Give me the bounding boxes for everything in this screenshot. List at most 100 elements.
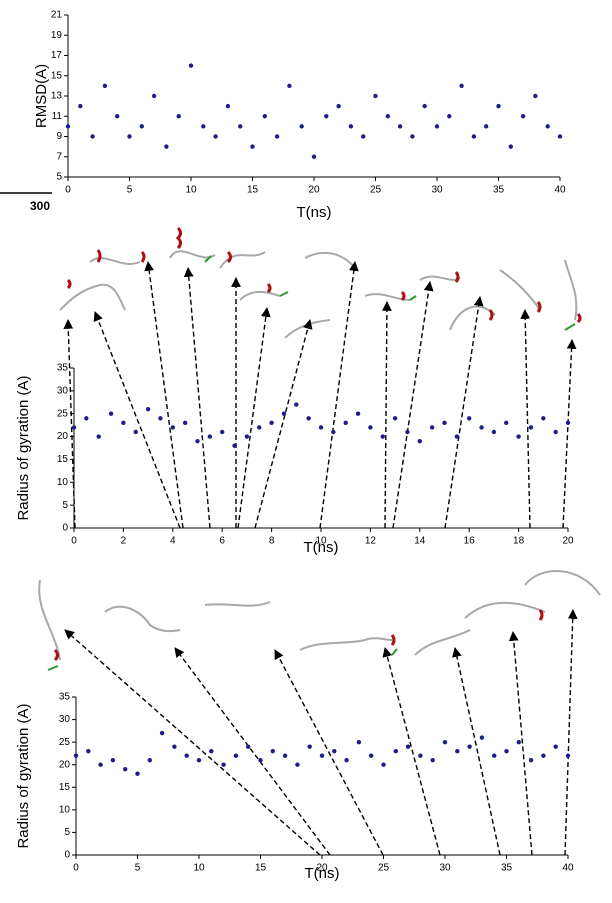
point: [139, 124, 144, 129]
x-tick-label: 10: [315, 536, 327, 547]
point: [172, 744, 177, 749]
side-label: 300: [30, 199, 50, 213]
point: [324, 114, 329, 119]
point: [565, 753, 571, 758]
y-tick-label: 13: [51, 91, 63, 102]
point: [170, 425, 175, 430]
point: [102, 83, 108, 89]
point: [405, 429, 410, 435]
point: [108, 411, 114, 416]
y-tick-label: 15: [57, 454, 69, 465]
x-axis-title: T(ns): [305, 865, 340, 882]
point: [418, 753, 423, 758]
point: [184, 753, 189, 758]
point: [528, 758, 534, 763]
point: [553, 429, 558, 435]
point: [422, 103, 427, 109]
point: [516, 739, 521, 745]
y-axis-title: RMSD(A): [33, 64, 50, 128]
point: [479, 425, 484, 430]
point: [158, 416, 163, 421]
point: [516, 434, 521, 439]
point: [182, 420, 188, 426]
point: [188, 63, 194, 68]
point: [332, 748, 337, 754]
point: [133, 429, 138, 435]
x-tick-label: 0: [71, 536, 77, 547]
point: [209, 748, 214, 754]
point: [454, 434, 460, 439]
point: [86, 748, 91, 754]
point: [356, 739, 362, 745]
y-tick-label: 0: [64, 850, 70, 861]
point: [121, 420, 126, 426]
x-tick-label: 10: [185, 185, 197, 196]
point: [496, 103, 501, 109]
point: [282, 753, 288, 758]
y-tick-label: 20: [59, 759, 71, 770]
x-tick-label: 5: [135, 863, 141, 874]
point: [442, 739, 448, 745]
point: [164, 144, 169, 149]
x-axis-title: T(ns): [297, 204, 332, 221]
point: [115, 114, 120, 119]
point: [221, 762, 226, 767]
point: [355, 411, 361, 416]
point: [225, 103, 231, 109]
point: [274, 134, 280, 139]
y-tick-label: 35: [59, 692, 71, 703]
x-tick-label: 5: [127, 185, 133, 196]
point: [381, 762, 386, 767]
point: [232, 443, 237, 448]
point: [348, 124, 354, 129]
x-tick-label: 25: [370, 185, 382, 196]
point: [257, 425, 262, 430]
x-tick-label: 14: [414, 536, 426, 547]
x-tick-label: 40: [554, 185, 566, 196]
point: [281, 411, 287, 416]
point: [520, 114, 526, 119]
y-tick-label: 30: [57, 385, 69, 396]
point: [71, 425, 77, 430]
point: [145, 406, 151, 412]
point: [491, 429, 497, 435]
point: [151, 93, 157, 99]
point: [484, 124, 489, 129]
point: [307, 744, 312, 749]
point: [287, 83, 292, 89]
x-tick-label: 4: [170, 536, 176, 547]
point: [361, 134, 366, 139]
point: [220, 429, 225, 435]
x-tick-label: 8: [269, 536, 275, 547]
point: [385, 114, 390, 119]
point: [541, 753, 546, 758]
x-tick-label: 20: [316, 863, 328, 874]
point: [373, 93, 378, 99]
point: [331, 429, 336, 435]
point: [504, 748, 509, 754]
y-tick-label: 5: [62, 500, 68, 511]
point: [533, 93, 538, 99]
y-tick-label: 11: [52, 111, 63, 122]
point: [78, 103, 83, 109]
y-tick-label: 15: [59, 782, 71, 793]
x-tick-label: 20: [308, 185, 320, 196]
x-tick-label: 15: [255, 863, 267, 874]
point: [98, 762, 103, 767]
x-tick-label: 10: [193, 863, 205, 874]
point: [110, 758, 116, 763]
y-tick-label: 19: [51, 30, 63, 41]
point: [246, 744, 251, 749]
point: [176, 114, 181, 119]
x-tick-label: 18: [513, 536, 525, 547]
point: [417, 438, 422, 444]
y-axis-title: Radius of gyration (A): [15, 375, 32, 520]
y-tick-label: 25: [57, 408, 69, 419]
point: [90, 134, 95, 139]
y-tick-label: 35: [57, 363, 69, 374]
x-axis-title: T(ns): [304, 539, 339, 556]
point: [238, 124, 243, 129]
point: [459, 83, 464, 89]
point: [343, 420, 348, 426]
